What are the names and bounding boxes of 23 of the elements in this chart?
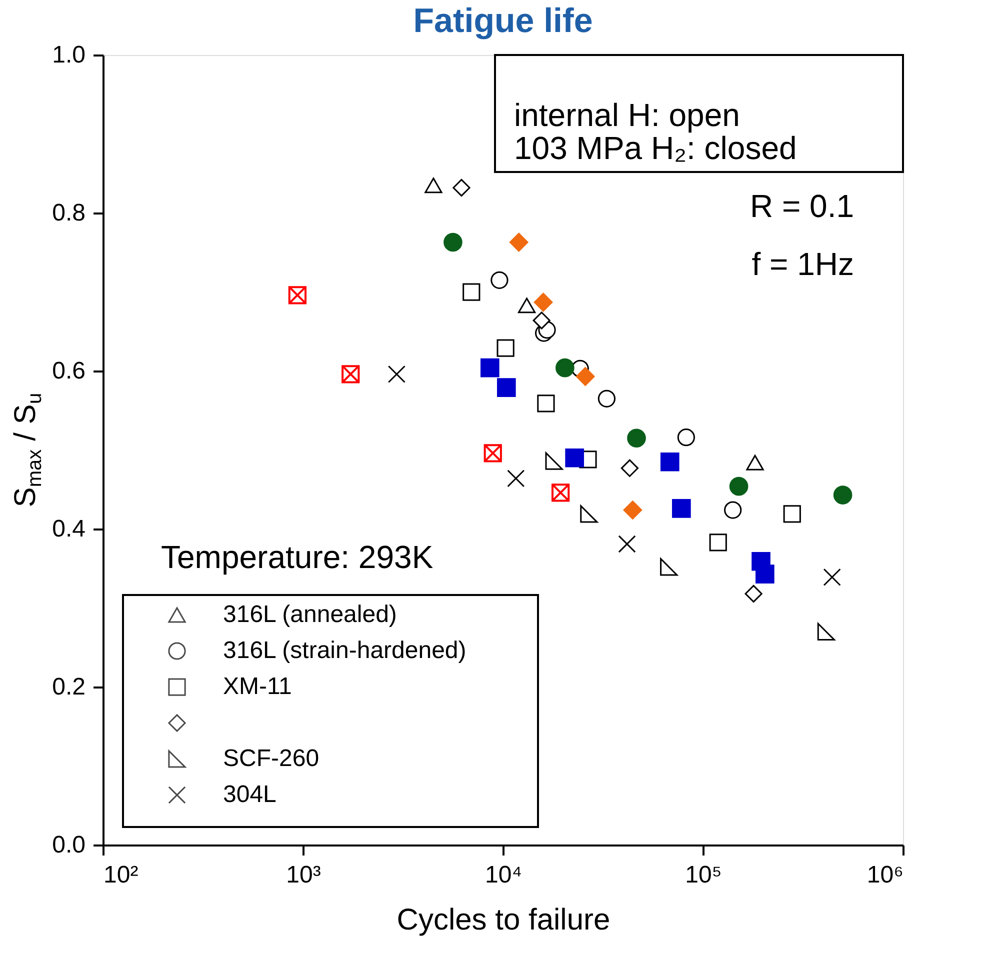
y-tick-label: 1.0 bbox=[52, 42, 86, 68]
y-axis-title: Smax / Su bbox=[9, 392, 46, 508]
x-tick-label: 10² bbox=[104, 862, 138, 888]
y-tick-label: 0.6 bbox=[52, 358, 86, 384]
legend-label: XM-11 bbox=[223, 673, 292, 700]
chart-title: Fatigue life bbox=[413, 2, 593, 40]
annotation: Temperature: 293K bbox=[161, 539, 434, 575]
x-axis-title: Cycles to failure bbox=[396, 904, 610, 936]
y-tick-label: 0.2 bbox=[52, 674, 86, 700]
x-tick-label: 10⁴ bbox=[484, 862, 522, 888]
annotation: R = 0.1 bbox=[750, 188, 854, 224]
legend-label: 316L (strain-hardened) bbox=[223, 637, 466, 664]
y-tick-label: 0.8 bbox=[52, 200, 86, 226]
legend-label: SCF-260 bbox=[223, 745, 320, 772]
annotation: f = 1Hz bbox=[752, 246, 854, 282]
annotation: internal H: open bbox=[514, 97, 740, 133]
x-tick-label: 10⁵ bbox=[685, 862, 722, 888]
y-tick-label: 0.4 bbox=[52, 516, 86, 542]
legend-label: 304L bbox=[223, 781, 276, 808]
y-tick-label: 0.0 bbox=[52, 832, 86, 858]
x-tick-label: 10⁶ bbox=[866, 862, 904, 888]
legend-label: 316L (annealed) bbox=[223, 601, 397, 628]
x-tick-label: 10³ bbox=[286, 862, 321, 888]
